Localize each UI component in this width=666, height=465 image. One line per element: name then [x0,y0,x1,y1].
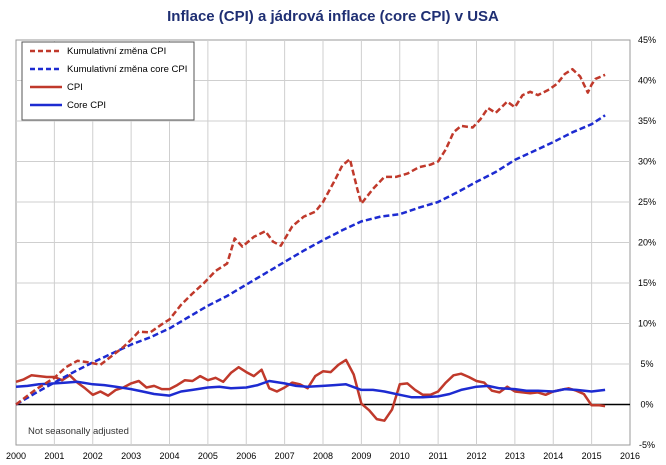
x-tick-2008: 2008 [313,451,333,461]
legend-label-cumulative-cpi: Kumulativní změna CPI [67,46,166,57]
x-tick-2002: 2002 [83,451,103,461]
legend-label-core-cpi: Core CPI [67,100,106,111]
y-tick-15: 15% [638,278,656,288]
legend-label-cpi: CPI [67,82,83,93]
y-tick-45: 45% [638,35,656,45]
x-tick-2005: 2005 [198,451,218,461]
x-tick-2006: 2006 [236,451,256,461]
x-tick-2011: 2011 [428,451,447,461]
x-tick-2014: 2014 [543,451,563,461]
series-line-cpi [15,358,606,422]
x-tick-2016: 2016 [620,451,640,461]
y-tick-0: 0% [640,400,653,410]
axes: 2000 2001 2002 2003 2004 2005 2006 2007 2008 2009… [6,35,656,461]
y-tick-35: 35% [638,116,656,126]
x-tick-2013: 2013 [505,451,525,461]
y-tick-10: 10% [638,319,656,329]
y-tick-30: 30% [638,157,656,167]
series-line-kumulativni-zmena-cpi [15,67,606,406]
legend-box [21,41,195,121]
series-line-core-cpi [15,379,606,399]
x-tick-2015: 2015 [582,451,602,461]
legend: Kumulativní změna CPI Kumulativní změna … [21,41,195,121]
x-tick-2001: 2001 [44,451,64,461]
series [15,67,606,422]
x-tick-2004: 2004 [159,451,179,461]
legend-label-cumulative-core-cpi: Kumulativní změna core CPI [67,64,187,75]
annotation-not-seasonally-adjusted: Not seasonally adjusted [28,426,129,437]
y-tick-20: 20% [638,238,656,248]
x-tick-2003: 2003 [121,451,141,461]
chart-title: Inflace (CPI) a jádrová inflace (core CP… [167,8,499,25]
x-tick-2012: 2012 [466,451,486,461]
x-tick-2010: 2010 [390,451,410,461]
y-tick-25: 25% [638,197,656,207]
y-tick-5: 5% [640,359,653,369]
y-tick--5: -5% [639,440,655,450]
x-tick-2000: 2000 [6,451,26,461]
y-tick-40: 40% [638,76,656,86]
x-tick-2009: 2009 [351,451,371,461]
x-tick-2007: 2007 [275,451,295,461]
